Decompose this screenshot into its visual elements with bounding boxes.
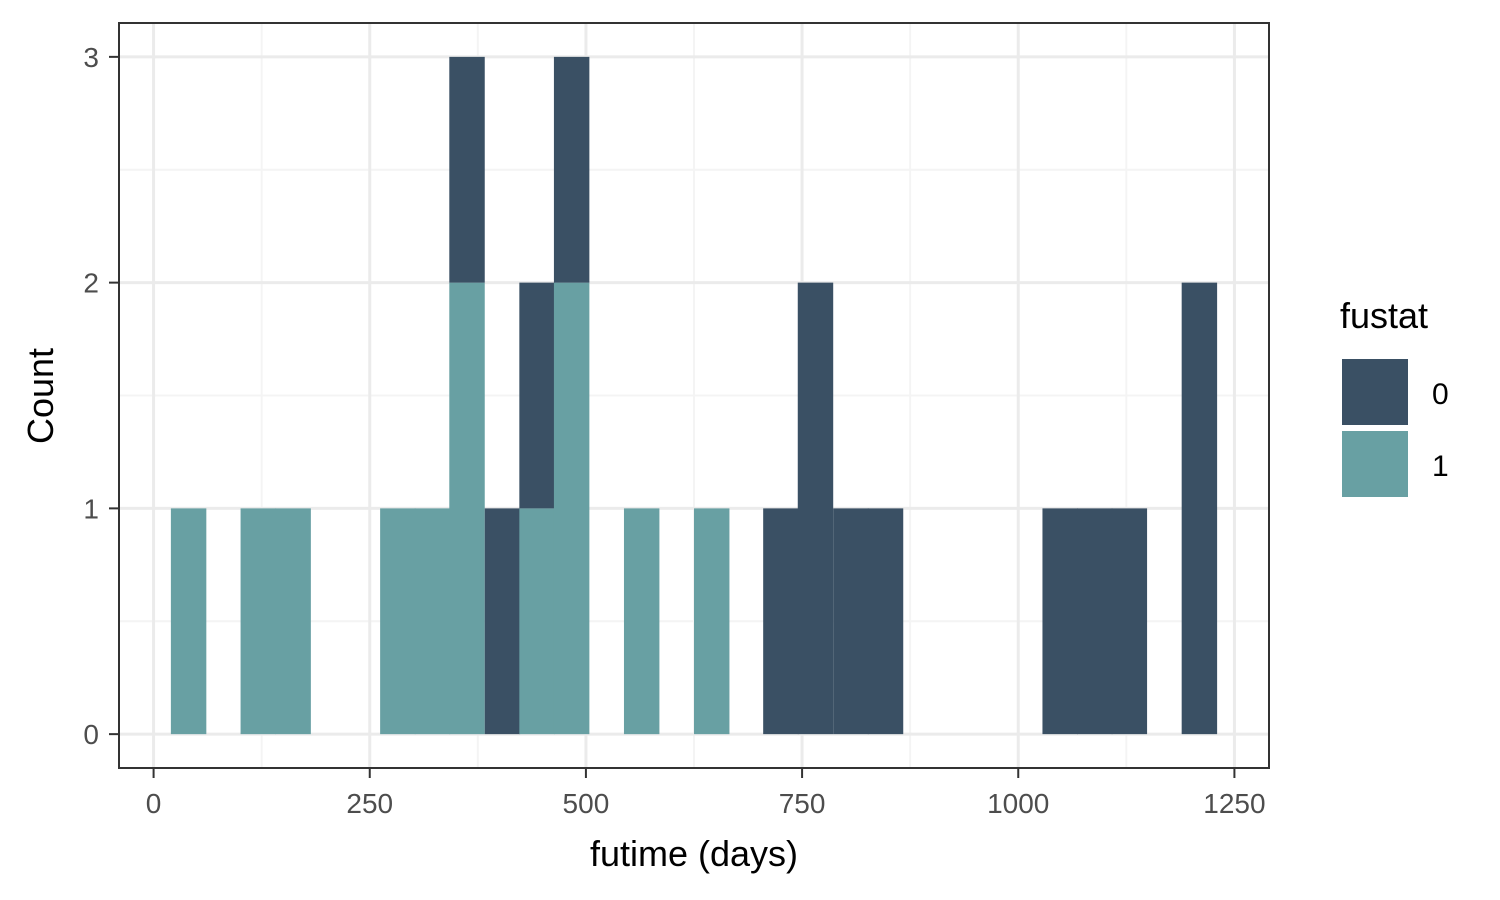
bar-fustat-0	[553, 56, 590, 283]
bar-fustat-0	[797, 282, 834, 735]
bar-fustat-1	[553, 282, 590, 735]
bar-fustat-0	[763, 508, 799, 735]
bar-fustat-0	[484, 508, 521, 735]
y-tick-label: 0	[83, 719, 99, 750]
legend-key-1	[1342, 431, 1408, 497]
panel-border	[118, 22, 1270, 769]
y-axis-title: Count	[20, 348, 61, 444]
y-tick-label: 1	[83, 493, 99, 524]
bar-fustat-0	[1181, 282, 1218, 735]
bar-fustat-1	[519, 508, 555, 735]
x-tick-label: 0	[146, 788, 162, 819]
y-tick-label: 3	[83, 42, 99, 73]
bar-fustat-1	[414, 508, 451, 735]
legend-key-0	[1342, 359, 1408, 425]
bar-fustat-1	[380, 508, 416, 735]
bar-fustat-1	[275, 508, 311, 735]
x-tick-label: 1250	[1203, 788, 1265, 819]
x-tick-label: 250	[346, 788, 393, 819]
bar-fustat-1	[694, 508, 730, 735]
legend-label-1: 1	[1432, 450, 1449, 483]
bar-fustat-0	[867, 508, 904, 735]
bar-fustat-1	[240, 508, 277, 735]
legend-label-0: 0	[1432, 378, 1449, 411]
bar-fustat-0	[1111, 508, 1148, 735]
bar-fustat-0	[1077, 508, 1113, 735]
bar-fustat-1	[170, 508, 207, 735]
x-tick-label: 500	[563, 788, 610, 819]
x-axis-title: futime (days)	[590, 833, 798, 874]
legend-title: fustat	[1340, 295, 1428, 336]
y-tick-label: 2	[83, 268, 99, 299]
legend: fustat 0 1	[1340, 295, 1449, 497]
bar-fustat-0	[833, 508, 869, 735]
bar-fustat-1	[449, 282, 485, 735]
bar-fustat-0	[519, 282, 555, 509]
bar-fustat-1	[623, 508, 660, 735]
ticks-layer: 0 250 500 750 1000 1250 0 1 2 3	[83, 42, 1265, 819]
bar-fustat-0	[1042, 508, 1078, 735]
x-tick-label: 750	[779, 788, 826, 819]
bars-layer	[170, 56, 1218, 735]
x-tick-label: 1000	[987, 788, 1049, 819]
bar-fustat-0	[449, 56, 485, 283]
